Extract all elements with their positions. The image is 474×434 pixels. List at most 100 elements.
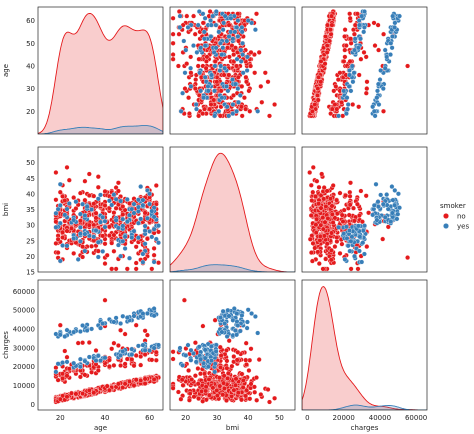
point-age-vs-charges-no: [363, 90, 369, 96]
point-bmi-vs-charges-no: [366, 210, 372, 216]
point-bmi-vs-charges-yes: [382, 214, 388, 220]
point-bmi-vs-charges-no: [312, 245, 318, 251]
point-age-vs-bmi-yes: [235, 34, 241, 39]
point-bmi-vs-charges-yes: [360, 240, 366, 246]
ylabel-age: age: [2, 64, 10, 77]
panel-marks: [38, 12, 163, 134]
point-age-vs-bmi-no: [214, 79, 220, 85]
point-bmi-vs-charges-no: [320, 215, 326, 221]
point-age-vs-charges-no: [339, 99, 345, 105]
point-age-vs-bmi-yes: [198, 45, 204, 51]
panel-marks: [302, 285, 427, 410]
point-age-vs-bmi-no: [244, 79, 249, 85]
point-bmi-vs-age-yes: [140, 259, 146, 265]
point-age-vs-charges-yes: [352, 47, 357, 53]
point-bmi-vs-age-yes: [140, 197, 146, 203]
ylabel-bmi: bmi: [2, 203, 10, 216]
point-age-vs-bmi-yes: [191, 43, 196, 49]
point-age-vs-charges-yes: [362, 9, 367, 14]
panel-age-charges: [301, 6, 428, 135]
point-age-vs-bmi-yes: [178, 108, 184, 114]
point-bmi-vs-charges-yes: [345, 243, 351, 249]
kde-charges-no: [302, 285, 427, 410]
point-age-vs-charges-no: [372, 43, 378, 49]
point-charges-vs-age-yes: [64, 359, 70, 365]
xlabel-charges: charges: [351, 424, 379, 432]
point-charges-vs-bmi-no: [248, 346, 254, 352]
point-bmi-vs-charges-no: [328, 247, 334, 253]
point-charges-vs-bmi-no: [243, 393, 249, 399]
point-age-vs-bmi-no: [212, 58, 218, 64]
point-bmi-vs-charges-no: [324, 188, 330, 194]
point-age-vs-charges-no: [348, 36, 354, 42]
point-age-vs-bmi-no: [235, 74, 241, 80]
point-bmi-vs-age-yes: [153, 236, 159, 242]
point-charges-vs-bmi-no: [251, 384, 257, 390]
point-bmi-vs-age-no: [151, 252, 157, 258]
point-age-vs-bmi-yes: [224, 83, 229, 89]
point-charges-vs-age-no: [115, 381, 121, 387]
point-charges-vs-age-yes: [77, 356, 83, 362]
point-charges-vs-age-yes: [118, 321, 124, 326]
point-bmi-vs-charges-no: [380, 236, 386, 242]
point-bmi-vs-charges-no: [339, 241, 345, 247]
point-bmi-vs-age-yes: [95, 254, 101, 260]
point-bmi-vs-age-yes: [140, 202, 146, 208]
point-bmi-vs-age-yes: [98, 219, 103, 225]
point-age-vs-charges-yes: [371, 108, 377, 114]
point-charges-vs-bmi-no: [256, 357, 262, 363]
point-bmi-vs-charges-no: [332, 244, 338, 250]
point-charges-vs-age-no: [118, 327, 124, 333]
point-bmi-vs-age-no: [133, 260, 139, 266]
point-age-vs-charges-no: [309, 108, 315, 114]
point-bmi-vs-charges-no: [314, 178, 320, 184]
point-age-vs-charges-no: [381, 108, 386, 114]
point-bmi-vs-charges-yes: [375, 204, 381, 210]
point-bmi-vs-charges-no: [348, 180, 353, 186]
point-age-vs-bmi-yes: [177, 13, 183, 19]
point-bmi-vs-age-yes: [149, 234, 155, 240]
point-age-vs-bmi-yes: [197, 70, 203, 76]
point-bmi-vs-charges-yes: [395, 191, 401, 197]
point-bmi-vs-charges-yes: [371, 202, 377, 208]
point-bmi-vs-charges-no: [310, 189, 316, 195]
point-charges-vs-age-no: [75, 340, 81, 346]
point-bmi-vs-charges-yes: [378, 192, 384, 198]
point-bmi-vs-charges-no: [341, 207, 347, 213]
point-charges-vs-bmi-yes: [209, 358, 214, 364]
point-bmi-vs-age-no: [71, 250, 77, 256]
point-age-vs-charges-yes: [377, 77, 383, 83]
point-bmi-vs-charges-yes: [389, 210, 395, 216]
point-charges-vs-bmi-no: [224, 398, 229, 403]
point-bmi-vs-age-yes: [138, 216, 144, 222]
point-age-vs-bmi-no: [182, 86, 188, 92]
point-charges-vs-bmi-yes: [220, 308, 226, 314]
point-age-vs-bmi-yes: [224, 104, 230, 110]
point-charges-vs-bmi-yes: [177, 345, 183, 351]
point-age-vs-bmi-no: [170, 15, 176, 21]
point-bmi-vs-charges-no: [310, 164, 316, 170]
point-bmi-vs-age-yes: [100, 248, 106, 254]
point-charges-vs-bmi-no: [225, 375, 231, 381]
point-bmi-vs-charges-no: [315, 249, 321, 255]
point-age-vs-charges-yes: [370, 104, 376, 110]
panel-frame: [37, 146, 164, 273]
xlabel-bmi: bmi: [226, 424, 239, 432]
point-bmi-vs-age-no: [53, 197, 59, 203]
point-age-vs-bmi-yes: [249, 20, 255, 26]
point-bmi-vs-age-yes: [77, 225, 83, 230]
point-charges-vs-age-yes: [131, 313, 137, 319]
point-bmi-vs-charges-no: [340, 219, 346, 224]
point-bmi-vs-age-yes: [82, 248, 88, 254]
point-bmi-vs-age-yes: [147, 191, 153, 197]
point-charges-vs-bmi-no: [218, 353, 224, 358]
point-bmi-vs-charges-no: [334, 197, 340, 203]
point-charges-vs-bmi-no: [220, 392, 226, 398]
point-charges-vs-age-yes: [140, 342, 146, 348]
point-charges-vs-bmi-no: [233, 376, 239, 382]
point-age-vs-bmi-yes: [240, 52, 246, 58]
point-bmi-vs-charges-no: [318, 222, 324, 228]
point-age-vs-bmi-yes: [219, 52, 225, 58]
point-charges-vs-age-no: [104, 383, 110, 389]
point-bmi-vs-age-no: [93, 210, 99, 216]
